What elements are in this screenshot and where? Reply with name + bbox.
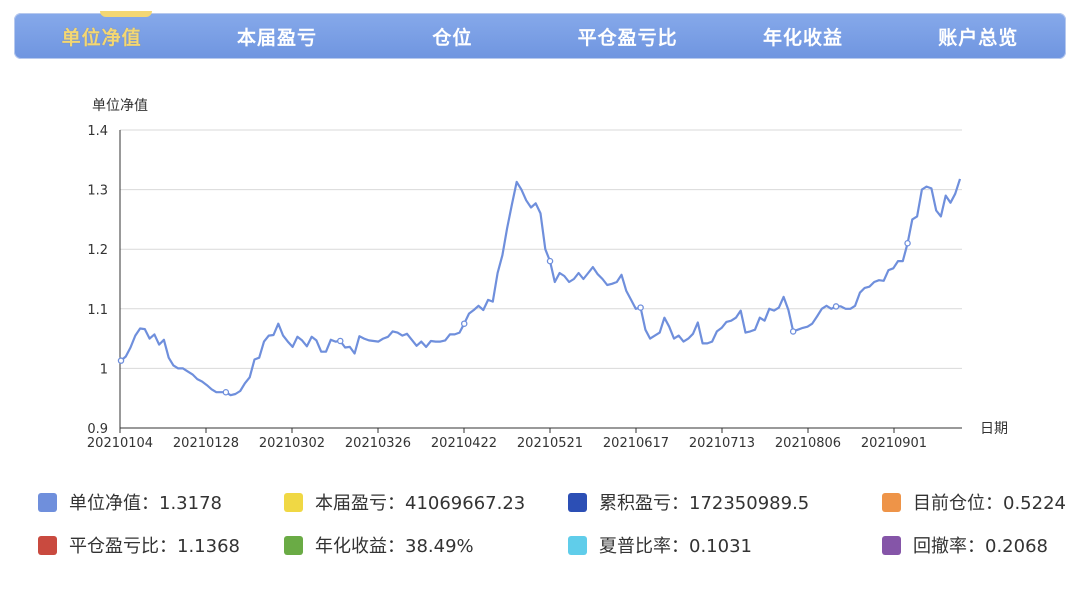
y-tick-label: 0.9 [87,422,108,437]
y-tick-label: 1.3 [87,184,108,199]
y-tick-label: 1 [100,362,108,377]
data-point [337,337,344,345]
data-point [789,328,797,335]
x-tick-label: 20210521 [517,436,583,451]
y-tick-label: 1.4 [87,124,108,139]
data-point [832,303,840,310]
legend-swatch [568,535,587,555]
data-point [546,257,554,265]
legend-swatch [568,492,587,512]
data-point [904,239,911,247]
y-tick-label: 1.2 [87,243,108,258]
tab-position[interactable]: 仓位 [432,26,473,49]
legend-item-current-position: 目前仓位：0.5224 [882,492,1068,514]
tab-unit-nav[interactable]: 单位净值 [61,26,142,49]
tab-close-pnl-ratio[interactable]: 平仓盈亏比 [577,26,678,49]
tab-account-overview[interactable]: 账户总览 [938,26,1019,49]
x-tick-label: 20210713 [689,436,755,451]
x-tick-label: 20210128 [173,436,239,451]
legend-item-unit-nav: 单位净值：1.3178 [38,492,284,514]
x-tick-label: 20210326 [345,436,411,451]
x-tick-label: 20210806 [775,436,841,451]
tab-session-pnl[interactable]: 本届盈亏 [236,26,317,49]
legend-label: 平仓盈亏比：1.1368 [69,536,240,557]
series-line-unit-nav [120,178,962,397]
legend-item-cumulative-pnl: 累积盈亏：172350989.5 [568,492,882,514]
legend-label: 目前仓位：0.5224 [913,493,1066,514]
legend-swatch [882,492,901,512]
tab-bar: 单位净值 本届盈亏 仓位 平仓盈亏比 年化收益 账户总览 [14,11,1066,59]
x-tick-label: 20210422 [431,436,497,451]
tab-annual-return[interactable]: 年化收益 [762,26,843,49]
legend: 单位净值：1.3178 本届盈亏：41069667.23 累积盈亏：172350… [38,492,1068,557]
nav-line-chart: 0.9 1 1.1 1.2 1.3 1.4 20210104 20210128 20210302… [87,98,1008,451]
data-point [117,357,125,364]
legend-label: 累积盈亏：172350989.5 [599,493,810,514]
legend-item-drawdown: 回撤率：0.2068 [882,535,1068,557]
legend-label: 年化收益：38.49% [315,536,474,557]
x-tick-label: 20210302 [259,436,325,451]
legend-label: 本届盈亏：41069667.23 [315,493,526,514]
legend-swatch [882,535,901,555]
legend-label: 夏普比率：0.1031 [599,536,752,557]
legend-item-close-pnl-ratio: 平仓盈亏比：1.1368 [38,535,284,557]
legend-item-session-pnl: 本届盈亏：41069667.23 [284,492,568,514]
x-tick-label: 20210617 [603,436,669,451]
x-axis-title: 日期 [980,421,1008,437]
legend-swatch [284,492,303,512]
legend-label: 回撤率：0.2068 [913,536,1048,557]
legend-label: 单位净值：1.3178 [69,493,222,514]
y-axis-title: 单位净值 [92,98,148,114]
data-point [460,320,468,327]
data-point [637,304,644,311]
data-point [222,388,230,396]
legend-swatch [38,492,57,512]
legend-swatch [284,535,303,555]
legend-item-annual-return: 年化收益：38.49% [284,535,568,557]
y-tick-label: 1.1 [87,303,108,318]
legend-item-sharpe-ratio: 夏普比率：0.1031 [568,535,882,557]
x-tick-label: 20210901 [861,436,927,451]
legend-swatch [38,535,57,555]
x-tick-label: 20210104 [87,436,153,451]
active-tab-indicator [100,11,152,17]
